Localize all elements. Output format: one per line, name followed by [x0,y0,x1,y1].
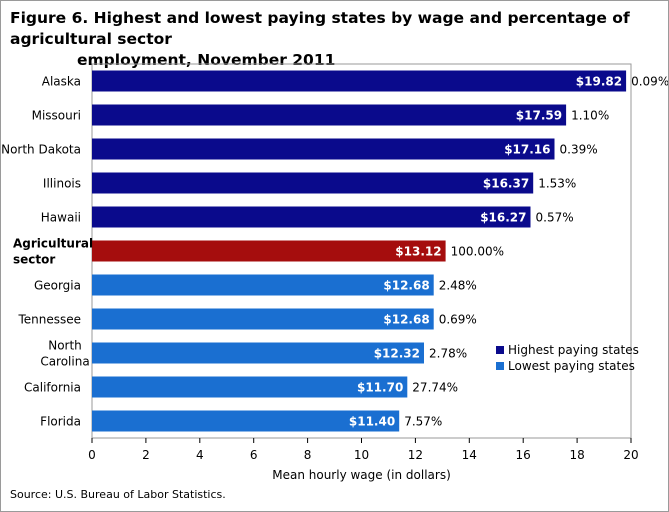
bar-north-dakota [92,138,555,160]
bar-value-label: $16.37 [483,177,529,191]
category-label: Carolina [40,355,89,369]
x-tick-label: 12 [408,448,423,462]
bar-value-label: $12.32 [374,347,420,361]
category-label: Georgia [34,279,81,293]
category-label: Tennessee [17,313,81,327]
bar-agricultural-sector [92,240,446,262]
category-label: North [48,339,82,353]
bar-value-label: $12.68 [383,279,429,293]
x-tick-label: 6 [250,448,258,462]
bar-illinois [92,172,534,194]
bar-missouri [92,104,567,126]
bar-florida [92,410,400,432]
bar-value-label: $16.27 [480,211,526,225]
bar-value-label: $12.68 [383,313,429,327]
category-label: North Dakota [1,143,81,157]
x-tick-label: 16 [516,448,531,462]
legend-label-highest: Highest paying states [508,343,639,357]
bar-north-carolina [92,342,424,364]
source-note: Source: U.S. Bureau of Labor Statistics. [10,488,226,501]
category-label: Alaska [42,75,81,89]
title-line-1: Figure 6. Highest and lowest paying stat… [10,9,630,48]
bar-percent-label: 0.09% [631,75,668,89]
legend-label-lowest: Lowest paying states [508,359,635,373]
bar-value-label: $17.59 [516,109,562,123]
legend-swatch-highest [496,346,504,354]
bar-alaska [92,70,627,92]
bar-percent-label: 2.48% [439,279,477,293]
bar-hawaii [92,206,531,228]
legend-swatch-lowest [496,362,504,370]
bar-percent-label: 0.69% [439,313,477,327]
category-label: Illinois [43,177,81,191]
x-axis-label: Mean hourly wage (in dollars) [272,468,451,482]
bar-value-label: $17.16 [504,143,550,157]
category-label: Hawaii [41,211,81,225]
x-tick-label: 20 [623,448,638,462]
category-label: California [24,381,81,395]
bar-value-label: $19.82 [576,75,622,89]
bar-georgia [92,274,434,296]
category-label: Florida [40,415,81,429]
x-tick-label: 14 [462,448,477,462]
x-tick-label: 8 [304,448,312,462]
category-label: Missouri [32,109,81,123]
x-tick-label: 4 [196,448,204,462]
bar-percent-label: 0.57% [536,211,574,225]
x-tick-label: 0 [88,448,96,462]
x-tick-label: 10 [354,448,369,462]
bar-california [92,376,408,398]
bar-value-label: $11.40 [349,415,395,429]
x-tick-label: 2 [142,448,150,462]
bar-value-label: $11.70 [357,381,403,395]
bar-percent-label: 1.10% [571,109,609,123]
bar-percent-label: 27.74% [412,381,458,395]
bar-percent-label: 7.57% [404,415,442,429]
bar-percent-label: 2.78% [429,347,467,361]
bar-tennessee [92,308,434,330]
bar-percent-label: 0.39% [560,143,598,157]
bar-percent-label: 1.53% [538,177,576,191]
bar-value-label: $13.12 [395,245,441,259]
category-label: Agricultural [13,237,93,251]
bar-percent-label: 100.00% [451,245,504,259]
x-tick-label: 18 [569,448,584,462]
category-label: sector [13,253,55,267]
